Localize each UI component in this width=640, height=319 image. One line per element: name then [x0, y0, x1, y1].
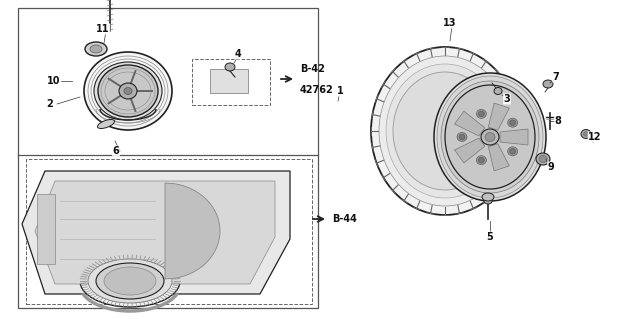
Bar: [26, 159, 312, 304]
Polygon shape: [488, 103, 509, 130]
Text: 6: 6: [113, 146, 120, 156]
Ellipse shape: [509, 149, 516, 154]
Bar: [37, 194, 55, 264]
Ellipse shape: [509, 120, 516, 125]
Ellipse shape: [508, 147, 518, 156]
Ellipse shape: [478, 111, 484, 116]
Text: 7: 7: [552, 72, 559, 82]
Ellipse shape: [94, 62, 162, 120]
Ellipse shape: [457, 132, 467, 142]
Ellipse shape: [481, 129, 499, 145]
Ellipse shape: [584, 132, 589, 136]
Ellipse shape: [124, 87, 132, 94]
Polygon shape: [454, 111, 485, 136]
Ellipse shape: [386, 64, 504, 198]
Text: 1: 1: [337, 86, 344, 96]
Text: 11: 11: [96, 24, 109, 34]
Ellipse shape: [484, 198, 492, 204]
Polygon shape: [500, 129, 528, 145]
Polygon shape: [35, 181, 275, 284]
Ellipse shape: [225, 63, 235, 71]
Ellipse shape: [104, 267, 156, 295]
Ellipse shape: [84, 52, 172, 130]
Polygon shape: [488, 144, 509, 171]
Ellipse shape: [119, 83, 137, 99]
Ellipse shape: [494, 87, 502, 94]
Polygon shape: [454, 138, 485, 163]
Ellipse shape: [485, 132, 495, 142]
Ellipse shape: [393, 72, 497, 190]
Ellipse shape: [90, 45, 102, 53]
Text: 4: 4: [235, 49, 241, 59]
Ellipse shape: [581, 130, 591, 138]
Ellipse shape: [476, 109, 486, 118]
Text: 5: 5: [486, 232, 493, 242]
Bar: [192, 59, 270, 105]
Ellipse shape: [441, 81, 539, 193]
Text: B-42: B-42: [300, 64, 325, 74]
Polygon shape: [165, 183, 220, 279]
Ellipse shape: [80, 255, 180, 307]
Text: 2: 2: [47, 99, 53, 109]
Ellipse shape: [445, 85, 535, 189]
Text: 12: 12: [588, 132, 602, 142]
Bar: [18, 8, 318, 308]
Ellipse shape: [543, 80, 553, 88]
Ellipse shape: [379, 56, 511, 206]
Text: 8: 8: [555, 116, 561, 126]
Text: B-44: B-44: [332, 214, 357, 224]
Ellipse shape: [482, 193, 494, 201]
Ellipse shape: [371, 47, 519, 215]
Ellipse shape: [85, 42, 107, 56]
Ellipse shape: [476, 156, 486, 165]
Ellipse shape: [478, 157, 484, 163]
Text: 10: 10: [47, 76, 61, 86]
Ellipse shape: [539, 155, 547, 162]
Text: 42762: 42762: [300, 85, 333, 95]
Text: 3: 3: [504, 94, 510, 104]
Ellipse shape: [459, 134, 465, 140]
Ellipse shape: [97, 120, 115, 129]
Ellipse shape: [96, 263, 164, 299]
Ellipse shape: [508, 118, 518, 127]
Ellipse shape: [88, 259, 172, 303]
Text: 9: 9: [548, 162, 554, 172]
Bar: [210, 69, 248, 93]
Ellipse shape: [536, 153, 550, 165]
Text: 13: 13: [444, 18, 457, 28]
Ellipse shape: [98, 65, 158, 117]
Ellipse shape: [434, 73, 546, 201]
Polygon shape: [22, 171, 290, 294]
Ellipse shape: [437, 76, 543, 198]
